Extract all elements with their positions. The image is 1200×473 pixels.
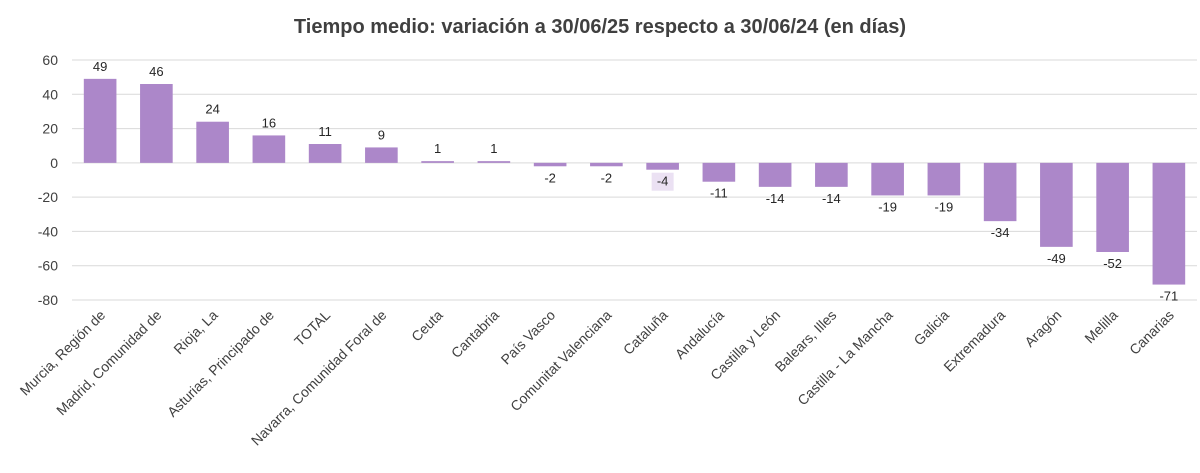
category-label: Melilla: [1081, 307, 1121, 347]
data-label: 16: [262, 115, 276, 130]
data-label: -19: [878, 199, 897, 214]
data-label: 46: [149, 64, 163, 79]
bar: [140, 84, 173, 163]
category-label: Aragón: [1021, 307, 1064, 350]
bar: [308, 144, 342, 163]
bar: [590, 162, 623, 167]
bar: [927, 162, 961, 196]
bar: [533, 162, 567, 167]
category-label: Andalucía: [672, 307, 727, 362]
category-label: TOTAL: [291, 307, 333, 349]
category-label: Canarias: [1126, 307, 1177, 358]
data-label: -71: [1159, 289, 1178, 304]
bar: [983, 162, 1017, 222]
bar: [1096, 162, 1129, 252]
data-label-highlight: [651, 172, 674, 191]
bar: [477, 161, 511, 163]
bar: [871, 162, 904, 196]
bar: [646, 162, 679, 170]
data-label: -4: [657, 174, 669, 189]
bar: [758, 162, 792, 187]
data-label: -14: [822, 191, 841, 206]
y-tick-label: -60: [38, 258, 58, 274]
y-tick-label: 60: [42, 52, 58, 68]
y-tick-label: -80: [38, 292, 58, 308]
data-label: 9: [378, 127, 385, 142]
data-label: -2: [601, 170, 613, 185]
y-tick-label: 40: [42, 86, 58, 102]
category-label: Castilla - La Mancha: [794, 307, 896, 409]
category-label: Madrid, Comunidad de: [53, 307, 165, 419]
y-tick-label: -40: [38, 223, 58, 239]
category-label: Ceuta: [408, 307, 446, 345]
category-label: Rioja, La: [170, 307, 221, 358]
bar: [702, 162, 736, 182]
category-label: Cantabria: [448, 307, 502, 361]
data-label: -52: [1103, 256, 1122, 271]
y-tick-label: -20: [38, 189, 58, 205]
category-label: Comunitat Valenciana: [507, 307, 615, 415]
data-label: 11: [318, 124, 332, 139]
bar: [252, 135, 286, 163]
data-label: -34: [991, 225, 1010, 240]
data-label: 24: [205, 102, 219, 117]
bar: [196, 121, 229, 163]
bar: [365, 147, 398, 163]
data-label: 1: [434, 141, 441, 156]
bar: [421, 161, 454, 163]
data-label: -14: [766, 191, 785, 206]
category-label: Asturias, Principado de: [164, 307, 277, 420]
data-label: 49: [93, 59, 107, 74]
data-label: -49: [1047, 251, 1066, 266]
category-label: País Vasco: [498, 307, 559, 368]
data-label: 1: [490, 141, 497, 156]
bar: [83, 78, 117, 163]
y-tick-label: 20: [42, 121, 58, 137]
data-label: -11: [710, 186, 728, 201]
bar: [1152, 162, 1186, 285]
category-label: Galicia: [910, 307, 952, 349]
bar: [815, 162, 848, 187]
data-label: -2: [544, 170, 556, 185]
bar: [1040, 162, 1073, 247]
chart-title: Tiempo medio: variación a 30/06/25 respe…: [293, 16, 907, 38]
y-tick-label: 0: [50, 155, 58, 171]
data-label: -19: [934, 199, 953, 214]
category-label: Cataluña: [620, 307, 671, 358]
